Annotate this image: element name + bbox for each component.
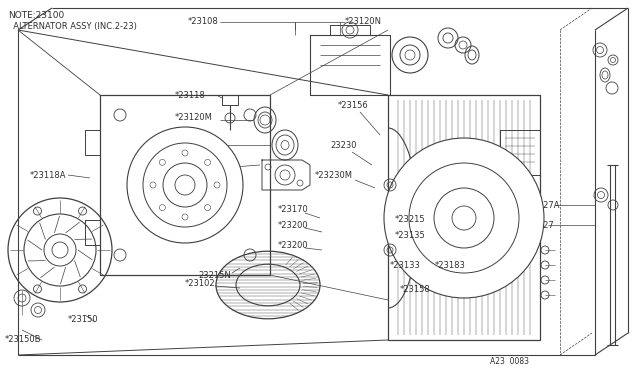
Text: *23102: *23102 bbox=[185, 279, 216, 288]
Text: *23200: *23200 bbox=[278, 221, 308, 230]
Circle shape bbox=[127, 127, 243, 243]
Text: *23158: *23158 bbox=[400, 285, 431, 295]
Text: 23230: 23230 bbox=[330, 141, 356, 150]
Text: *23200: *23200 bbox=[278, 241, 308, 250]
Text: *23120M: *23120M bbox=[175, 113, 213, 122]
Circle shape bbox=[384, 138, 544, 298]
Text: *23156: *23156 bbox=[338, 100, 369, 109]
Text: ALTERNATOR ASSY (INC.2-23): ALTERNATOR ASSY (INC.2-23) bbox=[8, 22, 137, 31]
Text: A23  0083: A23 0083 bbox=[490, 357, 529, 366]
Text: *23120N: *23120N bbox=[345, 17, 382, 26]
Text: *23127A: *23127A bbox=[524, 201, 561, 209]
Text: NOTE:23100: NOTE:23100 bbox=[8, 12, 64, 20]
Text: *23122: *23122 bbox=[175, 164, 205, 173]
Text: *23118: *23118 bbox=[175, 90, 205, 99]
Text: *23135: *23135 bbox=[395, 231, 426, 240]
Text: *23215: *23215 bbox=[395, 215, 426, 224]
Text: *23150: *23150 bbox=[68, 315, 99, 324]
Text: *23133: *23133 bbox=[390, 260, 421, 269]
Text: *23170: *23170 bbox=[278, 205, 308, 215]
Text: *23127: *23127 bbox=[524, 221, 555, 230]
Text: *23108: *23108 bbox=[188, 17, 219, 26]
Text: *23118A: *23118A bbox=[30, 170, 67, 180]
Text: *23122M: *23122M bbox=[175, 138, 213, 148]
Text: *23230M: *23230M bbox=[315, 170, 353, 180]
Text: *23150B: *23150B bbox=[5, 336, 42, 344]
Text: 23215N: 23215N bbox=[198, 270, 231, 279]
Text: *23183: *23183 bbox=[435, 260, 466, 269]
